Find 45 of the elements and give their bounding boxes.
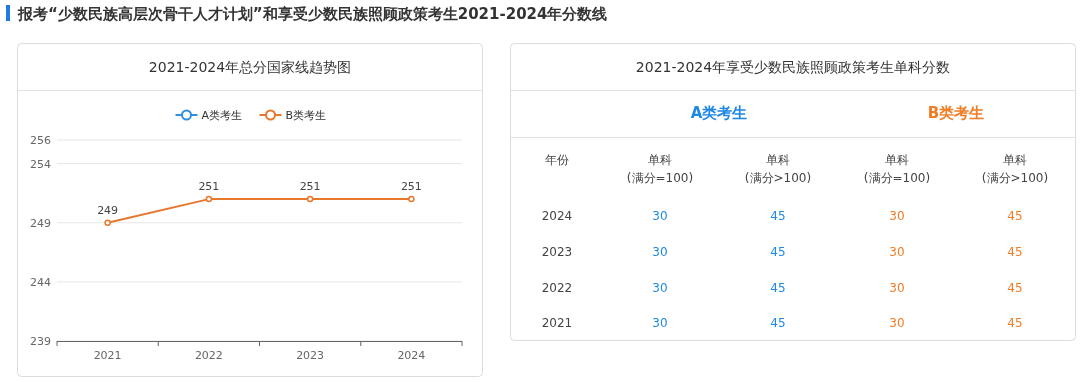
- y-tick-label: 249: [30, 216, 51, 230]
- data-label: 45: [1007, 245, 1023, 259]
- y-tick-label: 256: [30, 134, 51, 147]
- data-label: 30: [652, 316, 668, 330]
- x-tick-label: 单科(满分=100): [626, 153, 694, 185]
- data-label: 30: [889, 316, 905, 330]
- y-tick-label: 254: [30, 157, 51, 171]
- y-tick-label: 244: [30, 275, 51, 289]
- x-tick-label: 单科(满分>100): [744, 153, 812, 185]
- chart-subtitle: 2021-2024年总分国家线趋势图: [148, 59, 352, 75]
- data-label: 251: [400, 180, 422, 194]
- x-tick-label: 2024: [397, 349, 426, 362]
- data-label: 45: [770, 209, 786, 223]
- data-label: 30: [652, 245, 668, 259]
- y-tick-label: 2023: [541, 245, 573, 259]
- y-tick-label: 2022: [541, 281, 573, 295]
- legend-label: B类考生: [285, 109, 327, 122]
- data-label: 45: [770, 281, 786, 295]
- data-label: 30: [889, 281, 905, 295]
- legend-label: A类考生: [201, 109, 243, 122]
- data-label: 45: [1007, 316, 1023, 330]
- x-tick-label: 2021: [93, 349, 122, 362]
- x-tick-label: 单科(满分>100): [981, 153, 1049, 185]
- x-tick-label: 2023: [296, 349, 325, 362]
- data-label: 251: [299, 180, 321, 194]
- chart-title: 报考“少数民族高层次骨干人才计划”和享受少数民族照顾政策考生2021-2024年分数线: [17, 5, 608, 23]
- y-axis-title: 年份: [545, 153, 569, 167]
- y-tick-label: 2021: [541, 316, 573, 330]
- y-tick-label: 2024: [541, 209, 573, 223]
- data-label: 30: [889, 245, 905, 259]
- data-label: 249: [97, 203, 119, 217]
- data-label: 251: [198, 180, 220, 194]
- x-tick-label: 2022: [194, 349, 223, 362]
- data-label: 30: [652, 209, 668, 223]
- y-tick-label: 239: [30, 335, 51, 348]
- data-label: 45: [770, 245, 786, 259]
- data-label: 45: [770, 316, 786, 330]
- data-label: 45: [1007, 209, 1023, 223]
- data-label: 45: [1007, 281, 1023, 295]
- x-tick-label: 单科(满分=100): [863, 153, 931, 185]
- data-label: 30: [889, 209, 905, 223]
- data-label: 30: [652, 281, 668, 295]
- text: B类考生: [927, 104, 985, 122]
- text: A类考生: [690, 104, 748, 122]
- chart-title: 2021-2024年享受少数民族照顾政策考生单科分数: [635, 59, 951, 75]
